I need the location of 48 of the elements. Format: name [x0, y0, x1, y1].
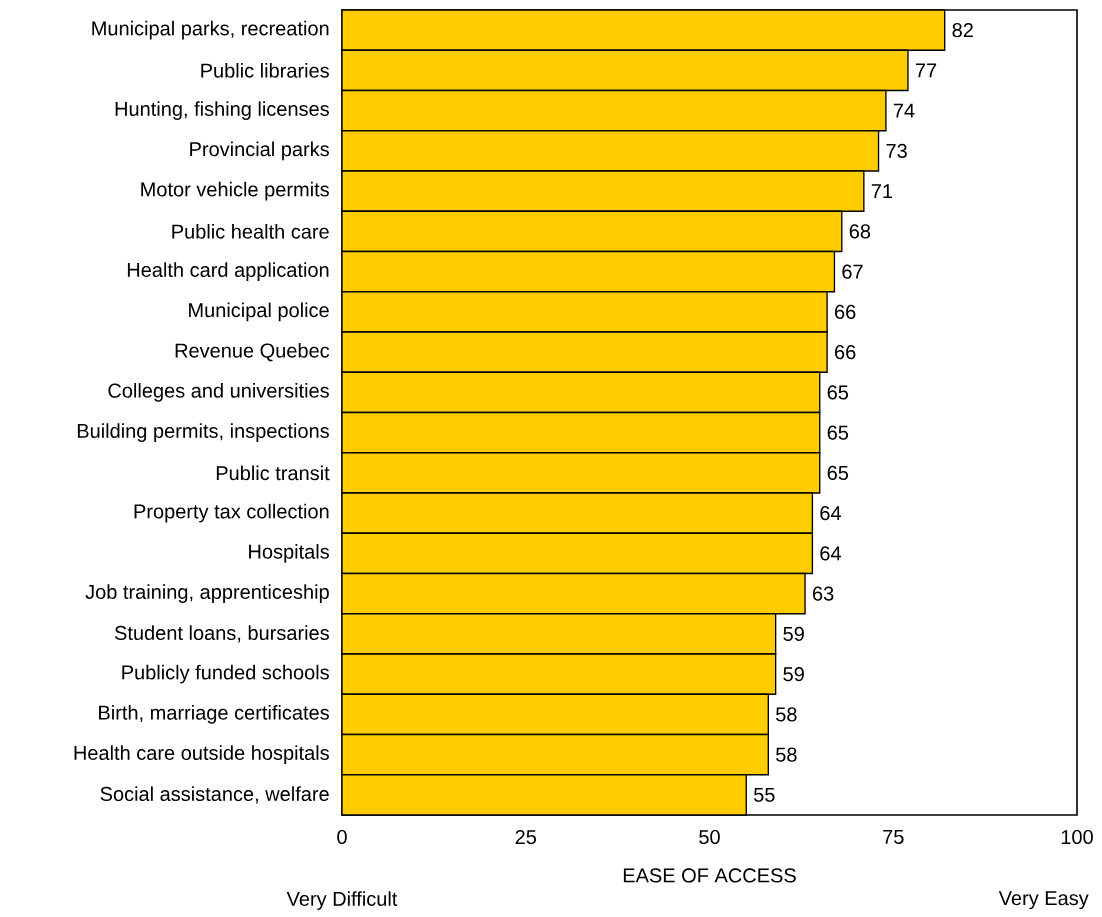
- text: Very Easy: [998, 891, 1089, 910]
- y-tick-label: Health care outside hospitals: [74, 745, 329, 765]
- x-axis-title: EASE OF ACCESS: [623, 868, 796, 883]
- x-tick-label: 50: [699, 830, 720, 845]
- y-tick-label: Health card application: [127, 262, 329, 282]
- y-tick-label: Publicly funded schools: [122, 665, 329, 684]
- data-label: 58: [776, 707, 797, 722]
- data-label: 64: [820, 546, 841, 561]
- x-tick-label: 100: [1061, 830, 1093, 845]
- data-label: 58: [776, 747, 797, 762]
- y-tick-label: Municipal parks, recreation: [92, 21, 329, 40]
- y-tick-label: Student loans, bursaries: [114, 625, 329, 643]
- y-tick-label: Revenue Quebec: [175, 343, 330, 362]
- data-label: 66: [835, 345, 856, 360]
- data-label: 68: [849, 224, 871, 239]
- data-label: 63: [813, 586, 834, 601]
- y-tick-label: Provincial parks: [190, 141, 329, 161]
- data-label: 82: [952, 23, 973, 38]
- y-tick-label: Hunting, fishing licenses: [115, 101, 329, 121]
- y-tick-label: Property tax collection: [134, 504, 329, 523]
- data-label: 59: [783, 667, 804, 682]
- x-tick-label: 75: [883, 830, 904, 845]
- y-tick-label: Colleges and universities: [108, 383, 329, 402]
- y-tick-label: Public libraries: [201, 63, 329, 78]
- y-tick-label: Social assistance, welfare: [100, 786, 329, 804]
- y-tick-label: Motor vehicle permits: [141, 182, 329, 201]
- data-label: 73: [886, 144, 907, 159]
- text: Very Difficult: [286, 891, 398, 911]
- data-label: 65: [827, 466, 849, 481]
- data-label: 65: [827, 425, 849, 440]
- y-tick-label: Building permits, inspections: [77, 423, 329, 443]
- data-label: 71: [871, 184, 893, 199]
- y-tick-label: Job training, apprenticeship: [85, 584, 329, 604]
- data-label: 64: [820, 506, 841, 521]
- y-tick-label: Municipal police: [189, 302, 329, 322]
- y-tick-label: Hospitals: [249, 544, 329, 563]
- x-tick-label: 0: [337, 830, 347, 845]
- data-label: 65: [827, 385, 849, 400]
- data-label: 67: [842, 264, 863, 279]
- y-tick-label: Birth, marriage certificates: [99, 705, 329, 724]
- y-tick-label: Public transit: [216, 465, 330, 481]
- x-tick-label: 25: [515, 830, 537, 845]
- data-label: 55: [753, 788, 775, 803]
- data-label: 74: [893, 103, 915, 118]
- data-label: 66: [835, 305, 856, 320]
- data-label: 59: [783, 627, 804, 642]
- data-label: 77: [915, 63, 937, 78]
- y-tick-label: Public health care: [172, 224, 329, 239]
